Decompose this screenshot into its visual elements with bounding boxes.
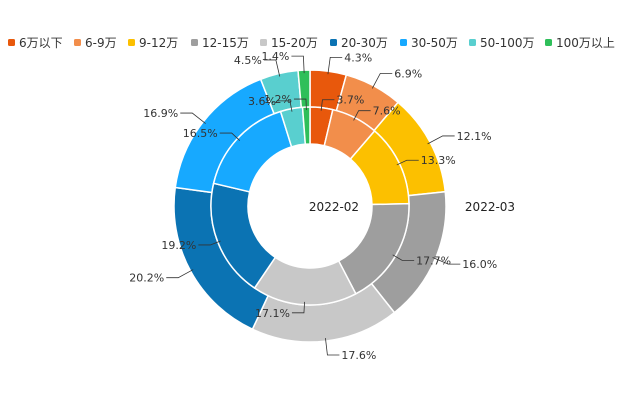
data-label: 20.2% bbox=[129, 272, 164, 285]
leader-line bbox=[325, 338, 340, 356]
data-label: 17.6% bbox=[341, 349, 376, 362]
leader-line bbox=[180, 112, 206, 124]
legend-label: 20-30万 bbox=[341, 36, 388, 50]
inner-ring-2022-02 bbox=[210, 106, 410, 306]
leader-line bbox=[219, 132, 241, 141]
legend-label: 9-12万 bbox=[139, 36, 178, 50]
legend-swatch bbox=[400, 39, 407, 46]
data-label: 3.7% bbox=[336, 94, 364, 107]
data-label: 4.5% bbox=[234, 54, 262, 67]
leader-line bbox=[427, 135, 455, 145]
data-label: 17.1% bbox=[255, 307, 290, 320]
data-label: 6.9% bbox=[394, 67, 422, 80]
leader-line bbox=[293, 98, 307, 111]
leader-line bbox=[392, 254, 415, 261]
legend-item[interactable]: 6万以下 bbox=[8, 36, 63, 50]
leader-line bbox=[291, 301, 305, 314]
data-label: 16.0% bbox=[462, 258, 497, 271]
data-label: 4.3% bbox=[344, 51, 372, 64]
data-label: 3.6% bbox=[248, 95, 276, 108]
series-name-2022-03: 2022-03 bbox=[465, 200, 515, 214]
legend-swatch bbox=[191, 39, 198, 46]
legend-swatch bbox=[128, 39, 135, 46]
leader-line bbox=[277, 100, 293, 112]
legend-swatch bbox=[8, 39, 15, 46]
data-labels: 3.7% 7.6% 13.3% 17.7% 17.1% 19.2% 16.5% 3.6%1.2… bbox=[129, 50, 497, 362]
legend-item[interactable]: 20-30万 bbox=[330, 36, 388, 50]
legend-swatch bbox=[469, 39, 476, 46]
leader-line bbox=[263, 59, 281, 77]
data-label: 12.1% bbox=[457, 130, 492, 143]
leader-line bbox=[198, 240, 221, 246]
legend-swatch bbox=[260, 39, 267, 46]
data-label: 17.7% bbox=[416, 254, 451, 267]
data-label: 19.2% bbox=[161, 239, 196, 252]
leader-line bbox=[291, 55, 305, 74]
legend-label: 50-100万 bbox=[480, 36, 535, 50]
legend-item[interactable]: 6-9万 bbox=[74, 36, 117, 50]
legend-item[interactable]: 30-50万 bbox=[400, 36, 458, 50]
data-label: 1.2% bbox=[264, 93, 292, 106]
leader-line bbox=[371, 73, 393, 89]
leader-line bbox=[432, 257, 461, 265]
data-label: 7.6% bbox=[373, 105, 401, 118]
legend-label: 12-15万 bbox=[202, 36, 249, 50]
legend: 6万以下 6-9万 9-12万 12-15万 15-20万 20-30万 30-50万 50-… bbox=[8, 36, 615, 50]
legend-swatch bbox=[545, 39, 552, 46]
legend-swatch bbox=[74, 39, 81, 46]
data-label: 13.3% bbox=[421, 154, 456, 167]
legend-item[interactable]: 12-15万 bbox=[191, 36, 249, 50]
legend-label: 6-9万 bbox=[85, 36, 117, 50]
legend-item[interactable]: 50-100万 bbox=[469, 36, 535, 50]
legend-item[interactable]: 15-20万 bbox=[260, 36, 318, 50]
data-label: 16.5% bbox=[183, 127, 218, 140]
leader-line bbox=[353, 110, 371, 121]
leader-line bbox=[166, 269, 194, 279]
legend-label: 100万以上 bbox=[556, 36, 615, 50]
legend-item[interactable]: 9-12万 bbox=[128, 36, 178, 50]
leader-line bbox=[327, 56, 343, 75]
data-label: 1.4% bbox=[261, 50, 289, 63]
series-name-2022-02: 2022-02 bbox=[309, 200, 359, 214]
legend-label: 30-50万 bbox=[411, 36, 458, 50]
leader-line bbox=[320, 99, 335, 111]
legend-label: 15-20万 bbox=[271, 36, 318, 50]
donut-slice-2022-02-100万以上[interactable] bbox=[301, 106, 311, 145]
data-label: 16.9% bbox=[143, 107, 178, 120]
legend-item[interactable]: 100万以上 bbox=[545, 36, 615, 50]
legend-swatch bbox=[330, 39, 337, 46]
legend-label: 6万以下 bbox=[19, 36, 63, 50]
outer-ring-2022-03 bbox=[173, 69, 447, 343]
leader-line bbox=[396, 159, 419, 166]
